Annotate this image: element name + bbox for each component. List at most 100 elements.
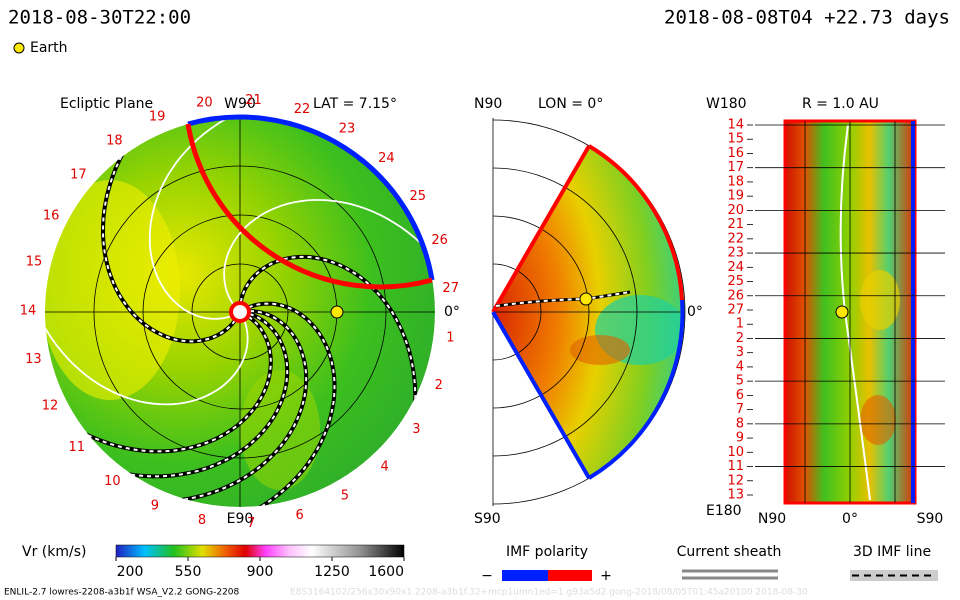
- run: 2018-08-08T04 +22.73 days: [664, 7, 950, 29]
- y-label: 6: [736, 388, 744, 403]
- bottom-label: S90: [474, 511, 501, 527]
- y-label: 18: [727, 174, 744, 189]
- longitude-label: 24: [378, 151, 395, 166]
- polarity-arc: [187, 114, 435, 281]
- current-sheath: [148, 117, 261, 320]
- longitude-label: 7: [247, 516, 255, 531]
- y-label: 26: [727, 288, 744, 303]
- longitude-label: 12: [42, 399, 59, 414]
- y-label: 8: [736, 416, 744, 431]
- legend-title: 3D IMF line: [853, 544, 931, 560]
- longitude-label: 23: [339, 122, 356, 137]
- colorbar-tick-label: 550: [175, 564, 202, 580]
- colorbar-tick-label: 1250: [314, 564, 350, 580]
- longitude-label: 26: [431, 233, 448, 248]
- sun: [229, 301, 251, 323]
- polarity-arc: [587, 299, 685, 480]
- longitude-label: 1: [446, 330, 454, 345]
- legend-title: Current sheath: [677, 544, 782, 560]
- longitude-label: 8: [198, 513, 206, 528]
- longitude-label: 25: [410, 189, 427, 204]
- footer: ENLIL-2.7 lowres-2208-a3b1f WSA_V2.2 GON…: [4, 588, 240, 598]
- y-label: 21: [727, 217, 744, 232]
- lat-label: LAT = 7.15°: [313, 96, 397, 112]
- polarity-arc: [185, 123, 433, 290]
- polarity-edge: [491, 144, 591, 314]
- longitude-label: 13: [25, 352, 42, 367]
- y-label: 24: [727, 260, 744, 275]
- longitude-label: 10: [104, 474, 121, 489]
- radial-feature: [860, 270, 900, 330]
- y-label: 7: [736, 402, 744, 417]
- longitude-label: 6: [295, 508, 303, 523]
- y-label: 3: [736, 345, 744, 360]
- earth-icon: [13, 42, 25, 54]
- polarity-swatch: [548, 570, 592, 581]
- y-label: 10: [727, 445, 744, 460]
- plus: +: [600, 568, 612, 584]
- y-label: 19: [727, 189, 744, 204]
- y-label: 17: [727, 160, 744, 175]
- panel-title: R = 1.0 AU: [802, 96, 879, 112]
- imf-line: [98, 313, 289, 478]
- bottom-label: E90: [227, 511, 254, 527]
- top-label: W90: [224, 96, 256, 112]
- earth: [330, 305, 344, 319]
- colorbar-tick-label: 200: [117, 564, 144, 580]
- longitude-label: 5: [341, 489, 349, 504]
- imf-line: [150, 310, 308, 503]
- longitude-label: 2: [435, 378, 443, 393]
- y-label: 22: [727, 231, 744, 246]
- earth: [579, 292, 593, 306]
- time: 2018-08-30T22:00: [8, 7, 191, 29]
- radial-feature: [860, 395, 896, 445]
- y-label: 20: [727, 203, 744, 218]
- colorbar-tick-label: 1600: [368, 564, 404, 580]
- earth: [835, 305, 849, 319]
- imf-line: [58, 316, 272, 453]
- longitude-label: 4: [380, 460, 388, 475]
- y-label: 27: [727, 303, 744, 318]
- bottom-label: E180: [706, 503, 742, 519]
- footer-faint: E8S3164102/256x30x90x1.2208-a3b1f.32+mcp…: [290, 588, 808, 598]
- top-label: W180: [706, 96, 747, 112]
- y-label: 14: [727, 118, 744, 133]
- polarity-swatch: [502, 570, 548, 581]
- longitude-label: 16: [43, 208, 60, 223]
- colorbar-label: Vr (km/s): [22, 544, 86, 560]
- longitude-label: 27: [442, 281, 459, 296]
- y-label: 16: [727, 146, 744, 161]
- y-label: 4: [736, 359, 744, 374]
- longitude-label: 3: [412, 422, 420, 437]
- longitude-label: 11: [69, 440, 86, 455]
- colorbar-tick-label: 900: [247, 564, 274, 580]
- lon-label: LON = 0°: [538, 96, 603, 112]
- current-sheath: [223, 199, 435, 305]
- current-sheath: [45, 297, 249, 406]
- y-label: 2: [736, 331, 744, 346]
- imf-line: [231, 302, 336, 507]
- y-label: 5: [736, 374, 744, 389]
- longitude-label: 22: [294, 102, 311, 117]
- longitude-label: 14: [20, 303, 37, 318]
- colorbar: [115, 544, 405, 558]
- longitude-label: 20: [196, 96, 213, 111]
- polarity-arc: [587, 144, 684, 301]
- longitude-label: 17: [70, 167, 87, 182]
- minus: −: [481, 568, 493, 584]
- y-label: 23: [727, 246, 744, 261]
- right-label: 0°: [687, 304, 703, 320]
- imf-line: [101, 127, 236, 343]
- longitude-label: 9: [151, 499, 159, 514]
- meridional-field: [493, 146, 685, 478]
- y-label: 11: [727, 459, 744, 474]
- y-label: 15: [727, 132, 744, 147]
- y-label: 12: [727, 473, 744, 488]
- longitude-label: 18: [106, 134, 123, 149]
- y-label: 1: [736, 317, 744, 332]
- polarity-edge: [491, 310, 591, 480]
- y-label: 25: [727, 274, 744, 289]
- earth-legend: Earth: [30, 40, 68, 56]
- panel-title: Ecliptic Plane: [60, 96, 153, 112]
